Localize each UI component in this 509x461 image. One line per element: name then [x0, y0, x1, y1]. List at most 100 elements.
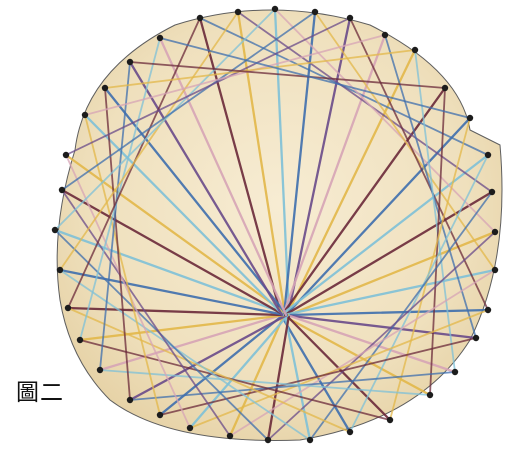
thread-line: [128, 313, 289, 402]
thread-line: [66, 306, 283, 317]
chord-thread: [309, 191, 493, 441]
thread-line: [285, 313, 457, 374]
chord-thread: [229, 269, 496, 437]
chord-thread: [349, 17, 489, 311]
chord-thread: [159, 337, 477, 416]
nail: [346, 428, 354, 436]
nail: [126, 58, 134, 66]
nail: [81, 111, 89, 119]
nail: [426, 391, 434, 399]
nail: [484, 151, 492, 159]
wooden-board: [56, 9, 503, 441]
chord-thread: [99, 61, 131, 371]
chord-thread: [129, 61, 446, 89]
chord-thread: [159, 37, 471, 119]
chord-thread: [65, 154, 191, 429]
thread-line: [282, 268, 497, 317]
chord-thread: [349, 154, 489, 433]
thread-line: [128, 60, 284, 317]
thread-line: [283, 313, 312, 442]
chord-thread: [65, 17, 351, 156]
nail: [466, 114, 474, 122]
nail: [484, 306, 492, 314]
thread-line: [283, 190, 494, 317]
chord-thread: [267, 231, 496, 441]
chord-thread: [79, 37, 161, 341]
thread-line: [279, 313, 352, 434]
thread-line: [53, 228, 291, 317]
chord-thread: [61, 11, 316, 191]
nail: [226, 432, 234, 440]
chord-thread: [59, 11, 239, 271]
thread-line: [280, 86, 447, 317]
nail: [472, 334, 480, 342]
nail: [196, 14, 204, 22]
nail: [441, 84, 449, 92]
chord-thread: [414, 49, 456, 373]
chord-thread: [129, 371, 456, 401]
nail: [488, 188, 496, 196]
thread-line: [98, 313, 284, 372]
nail: [156, 34, 164, 42]
chord-thread: [84, 34, 386, 116]
nail: [64, 304, 72, 312]
nail: [311, 8, 319, 16]
nail: [186, 424, 194, 432]
nail: [491, 266, 499, 274]
thread-line: [266, 313, 291, 442]
nail: [56, 266, 64, 274]
thread-line: [281, 313, 478, 340]
nail: [386, 416, 394, 424]
chord-thread: [237, 11, 493, 193]
thread-line: [58, 268, 287, 317]
thread-line: [103, 86, 289, 317]
thread-line: [78, 313, 288, 342]
thread-line: [198, 16, 283, 317]
thread-line: [273, 7, 291, 317]
thread-line: [158, 36, 288, 317]
nail: [411, 46, 419, 54]
nail: [126, 396, 134, 404]
thread-line: [60, 188, 286, 317]
thread-line: [188, 313, 290, 430]
thread-line: [236, 10, 287, 317]
nail: [381, 31, 389, 39]
figure-caption: 圖二: [16, 380, 64, 406]
chord-thread: [314, 11, 496, 271]
chord-thread: [67, 307, 351, 433]
chord-thread: [99, 369, 431, 396]
nail: [76, 336, 84, 344]
chord-thread: [59, 269, 311, 441]
thread-line: [286, 16, 352, 317]
nail: [306, 436, 314, 444]
nail: [101, 84, 109, 92]
thread-line: [286, 308, 490, 317]
thread-line: [280, 313, 432, 397]
chord-thread: [61, 189, 231, 437]
nail: [156, 411, 164, 419]
nail: [234, 8, 242, 16]
nail-ring: [51, 5, 499, 444]
nail: [491, 228, 499, 236]
nail: [264, 436, 272, 444]
nail: [62, 151, 70, 159]
chord-thread: [79, 339, 391, 421]
chord-thread: [189, 309, 489, 429]
chord-thread: [104, 87, 131, 401]
chord-thread: [384, 34, 477, 339]
chord-thread: [389, 117, 471, 421]
nail: [346, 14, 354, 22]
chord-thread: [54, 8, 276, 231]
thread-line: [158, 313, 285, 417]
thread-line: [287, 230, 497, 317]
thread-line: [285, 48, 417, 317]
nail: [451, 368, 459, 376]
nail: [51, 226, 59, 234]
thread-lines: [53, 7, 497, 442]
thread-line: [228, 313, 286, 438]
thread-line: [284, 116, 472, 317]
chord-thread: [104, 49, 416, 89]
nail: [96, 366, 104, 374]
thread-line: [83, 113, 285, 317]
